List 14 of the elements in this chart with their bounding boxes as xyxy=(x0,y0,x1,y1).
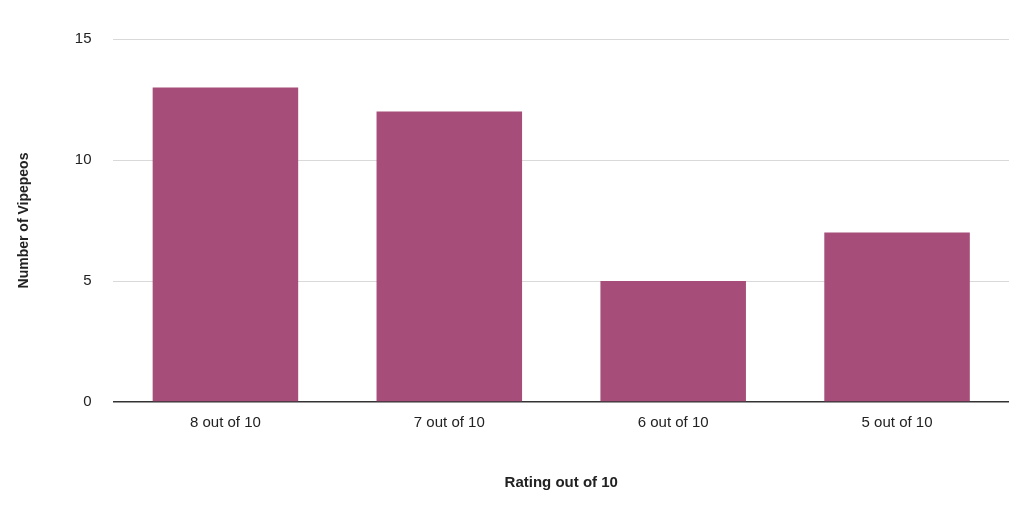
y-axis-title: Number of Vipepeos xyxy=(15,152,32,289)
x-tick-label: 7 out of 10 xyxy=(413,413,485,431)
bar xyxy=(376,111,523,402)
x-tick-label: 5 out of 10 xyxy=(861,413,933,431)
bar xyxy=(600,281,746,402)
x-tick-label: 8 out of 10 xyxy=(189,413,261,431)
x-tick-label: 6 out of 10 xyxy=(637,413,709,431)
y-tick-label: 0 xyxy=(83,392,92,410)
y-tick-label: 5 xyxy=(83,271,92,289)
x-axis-title: Rating out of 10 xyxy=(504,473,618,491)
bar xyxy=(152,87,299,402)
y-tick-label: 10 xyxy=(74,150,92,168)
y-tick-label: 15 xyxy=(74,29,92,47)
bar xyxy=(824,232,970,402)
